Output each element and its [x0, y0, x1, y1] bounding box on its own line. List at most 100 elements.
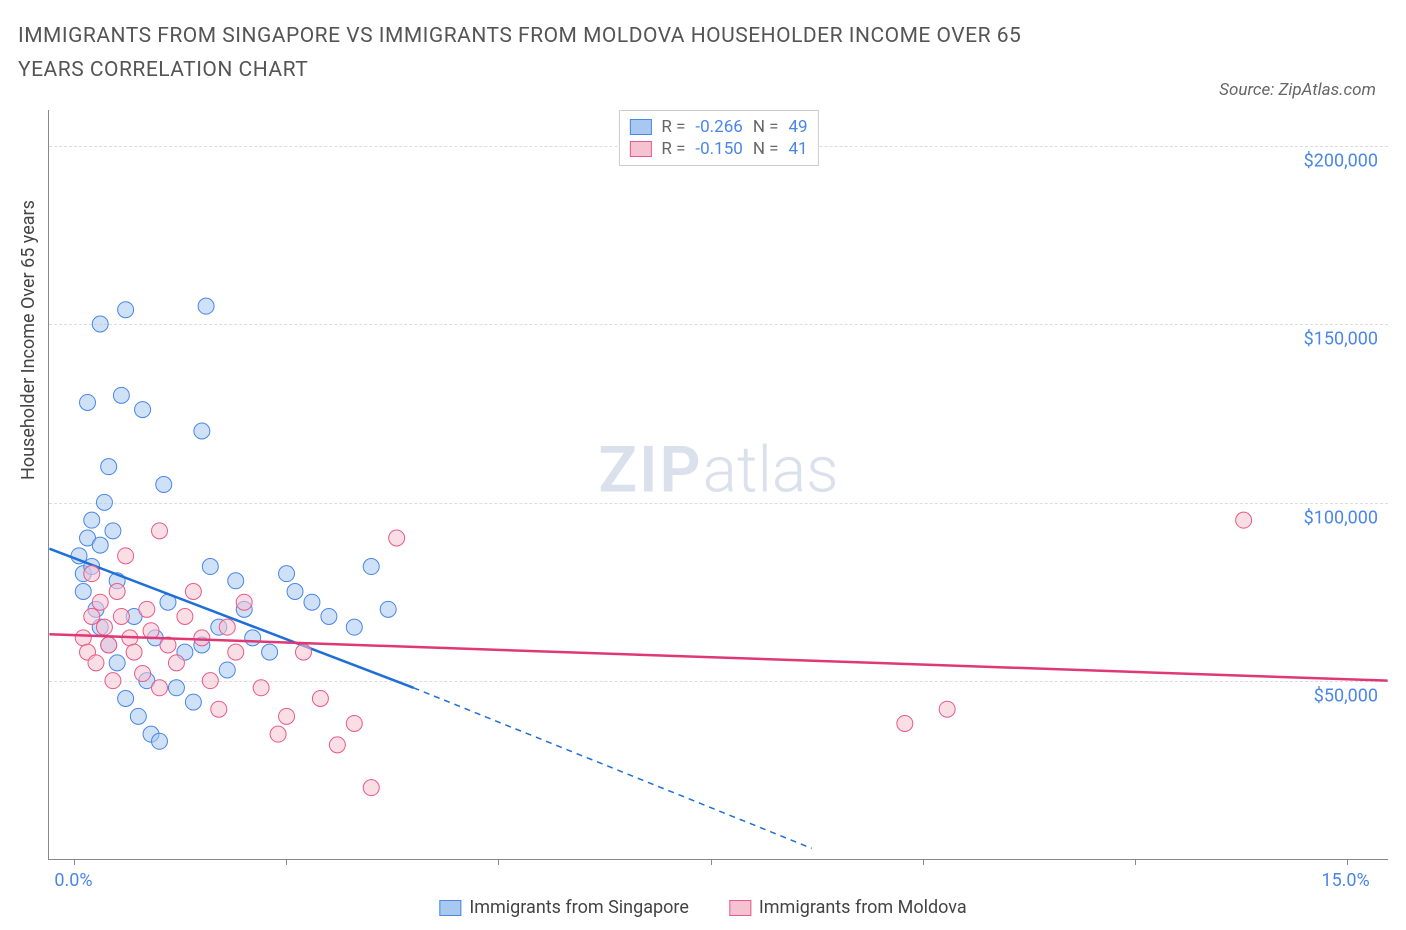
- data-point: [380, 601, 396, 617]
- x-tick: [923, 859, 924, 865]
- data-point: [236, 594, 252, 610]
- data-point: [109, 655, 125, 671]
- data-point: [363, 559, 379, 575]
- data-point: [92, 316, 108, 332]
- data-point: [105, 523, 121, 539]
- data-point: [96, 619, 112, 635]
- data-point: [92, 537, 108, 553]
- moldova-legend-swatch: [729, 900, 751, 916]
- data-point: [228, 573, 244, 589]
- data-point: [194, 630, 210, 646]
- r-label: R =: [661, 139, 685, 159]
- data-point: [113, 608, 129, 624]
- legend-stats: R = -0.266 N = 49 R = -0.150 N = 41: [618, 110, 818, 166]
- x-tick: [498, 859, 499, 865]
- data-point: [96, 494, 112, 510]
- data-point: [118, 691, 134, 707]
- data-point: [152, 680, 168, 696]
- data-point: [113, 387, 129, 403]
- trend-line-extrapolated: [414, 688, 812, 849]
- data-point: [130, 708, 146, 724]
- data-point: [75, 630, 91, 646]
- data-point: [939, 701, 955, 717]
- data-point: [139, 601, 155, 617]
- moldova-n-value: 41: [789, 139, 808, 159]
- legend-stats-row-singapore: R = -0.266 N = 49: [629, 117, 807, 137]
- moldova-swatch: [629, 141, 651, 157]
- y-axis-label: Householder Income Over 65 years: [18, 200, 39, 480]
- singapore-swatch: [629, 119, 651, 135]
- plot-area: ZIPatlas R = -0.266 N = 49 R = -0.150 N …: [48, 110, 1388, 860]
- data-point: [118, 302, 134, 318]
- r-label: R =: [661, 117, 685, 137]
- data-point: [118, 548, 134, 564]
- x-tick: [1135, 859, 1136, 865]
- data-point: [194, 423, 210, 439]
- data-point: [101, 459, 117, 475]
- n-label: N =: [753, 139, 779, 159]
- data-point: [304, 594, 320, 610]
- x-tick: [74, 859, 75, 865]
- singapore-legend-label: Immigrants from Singapore: [469, 897, 689, 918]
- data-point: [228, 644, 244, 660]
- singapore-legend-swatch: [439, 900, 461, 916]
- data-point: [105, 673, 121, 689]
- scatter-svg: [49, 110, 1388, 859]
- data-point: [109, 584, 125, 600]
- data-point: [135, 666, 151, 682]
- data-point: [321, 608, 337, 624]
- data-point: [185, 694, 201, 710]
- source-credit: Source: ZipAtlas.com: [1219, 80, 1376, 100]
- x-tick: [1347, 859, 1348, 865]
- data-point: [262, 644, 278, 660]
- x-tick-label: 0.0%: [54, 870, 92, 891]
- data-point: [80, 394, 96, 410]
- data-point: [84, 608, 100, 624]
- data-point: [84, 566, 100, 582]
- data-point: [270, 726, 286, 742]
- data-point: [152, 733, 168, 749]
- data-point: [245, 630, 261, 646]
- data-point: [202, 559, 218, 575]
- x-tick: [286, 859, 287, 865]
- data-point: [389, 530, 405, 546]
- data-point: [211, 701, 227, 717]
- data-point: [101, 637, 117, 653]
- singapore-n-value: 49: [789, 117, 808, 137]
- data-point: [363, 780, 379, 796]
- data-point: [253, 680, 269, 696]
- legend-series: Immigrants from Singapore Immigrants fro…: [439, 897, 966, 918]
- data-point: [168, 655, 184, 671]
- data-point: [156, 477, 172, 493]
- data-point: [897, 715, 913, 731]
- data-point: [329, 737, 345, 753]
- data-point: [1236, 512, 1252, 528]
- data-point: [75, 584, 91, 600]
- moldova-r-value: -0.150: [695, 139, 742, 159]
- n-label: N =: [753, 117, 779, 137]
- data-point: [219, 619, 235, 635]
- data-point: [295, 644, 311, 660]
- data-point: [84, 512, 100, 528]
- data-point: [92, 594, 108, 610]
- data-point: [168, 680, 184, 696]
- data-point: [346, 619, 362, 635]
- data-point: [312, 691, 328, 707]
- data-point: [126, 644, 142, 660]
- data-point: [279, 566, 295, 582]
- chart-title: IMMIGRANTS FROM SINGAPORE VS IMMIGRANTS …: [18, 20, 1068, 87]
- legend-item-moldova: Immigrants from Moldova: [729, 897, 967, 918]
- x-tick: [711, 859, 712, 865]
- trend-line: [49, 634, 1387, 680]
- singapore-r-value: -0.266: [695, 117, 742, 137]
- data-point: [143, 623, 159, 639]
- data-point: [219, 662, 235, 678]
- data-point: [177, 608, 193, 624]
- data-point: [287, 584, 303, 600]
- x-tick-label: 15.0%: [1321, 870, 1369, 891]
- data-point: [185, 584, 201, 600]
- data-point: [346, 715, 362, 731]
- data-point: [152, 523, 168, 539]
- data-point: [202, 673, 218, 689]
- legend-stats-row-moldova: R = -0.150 N = 41: [629, 139, 807, 159]
